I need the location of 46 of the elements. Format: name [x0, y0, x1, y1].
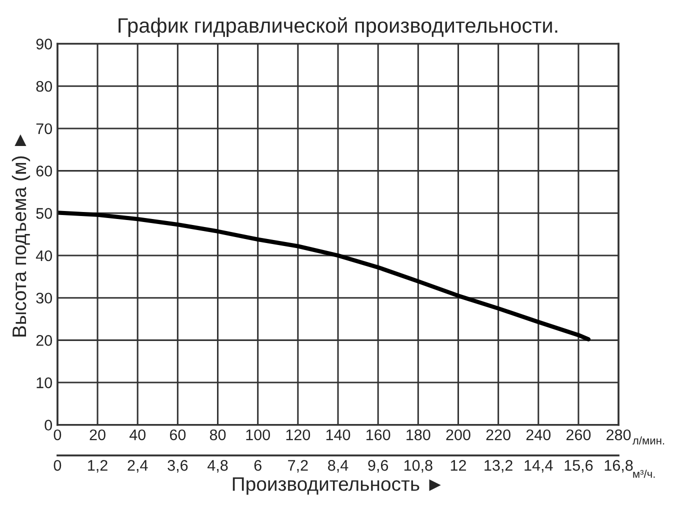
y-tick-label: 50	[36, 208, 52, 219]
x2-tick-label: 13,2	[484, 460, 512, 473]
x-tick-label: 80	[210, 429, 226, 440]
x-tick-label: 160	[366, 429, 390, 440]
x-tick-label: 20	[90, 429, 106, 440]
y-tick-label: 30	[36, 292, 52, 304]
x2-tick-label: 4,8	[208, 460, 228, 473]
x2-tick-label: 1,2	[88, 460, 108, 473]
line-series	[57, 210, 591, 342]
x2-tick-label: 15,6	[564, 460, 593, 473]
x-tick-label: 220	[486, 429, 510, 440]
x2-tick-label: 2,4	[128, 460, 148, 473]
x2-tick-label: 14,4	[524, 460, 553, 473]
x-tick-label: 140	[326, 429, 350, 440]
x2-tick-label: 16,8	[604, 460, 633, 473]
x-axis-title: Производительность ►	[232, 477, 441, 495]
y-tick-label: 10	[36, 377, 52, 388]
x-tick-label: 240	[526, 429, 551, 440]
x-tick-label: 260	[566, 429, 591, 440]
x2-tick-label: 7,2	[288, 460, 308, 473]
x2-tick-label: 3,6	[168, 460, 188, 473]
y-axis-title: Высота подъема (м) ►	[12, 134, 30, 336]
x-tick-label: 180	[406, 429, 430, 440]
y-tick-label: 60	[36, 166, 52, 176]
x-tick-label: 100	[246, 429, 270, 440]
x-tick-label: 280	[606, 429, 631, 440]
x2-tick-label: 8,4	[328, 460, 348, 473]
x-tick-label: 0	[54, 429, 62, 440]
y-tick-label: 20	[36, 335, 52, 346]
x2-tick-label: 12	[450, 460, 466, 471]
x2-tick-label: 6	[254, 460, 262, 471]
text: л/мин.	[632, 436, 664, 445]
y-tick-label: 40	[36, 250, 52, 262]
y-tick-label: 90	[36, 38, 52, 50]
y-tick-label: 80	[36, 80, 52, 92]
x2-tick-label: 0	[54, 460, 62, 471]
y-tick-label: 0	[44, 420, 52, 431]
text: м³/ч.	[633, 470, 655, 478]
x-tick-label: 40	[129, 429, 146, 440]
x-tick-label: 120	[286, 429, 310, 440]
chart-title: График гидравлической производительности.	[118, 17, 558, 37]
y-tick-label: 70	[36, 123, 52, 134]
x2-tick-label: 10,8	[404, 460, 432, 473]
x-tick-label: 60	[170, 429, 186, 440]
x-tick-label: 200	[446, 429, 470, 440]
x2-tick-label: 9,6	[368, 460, 388, 473]
